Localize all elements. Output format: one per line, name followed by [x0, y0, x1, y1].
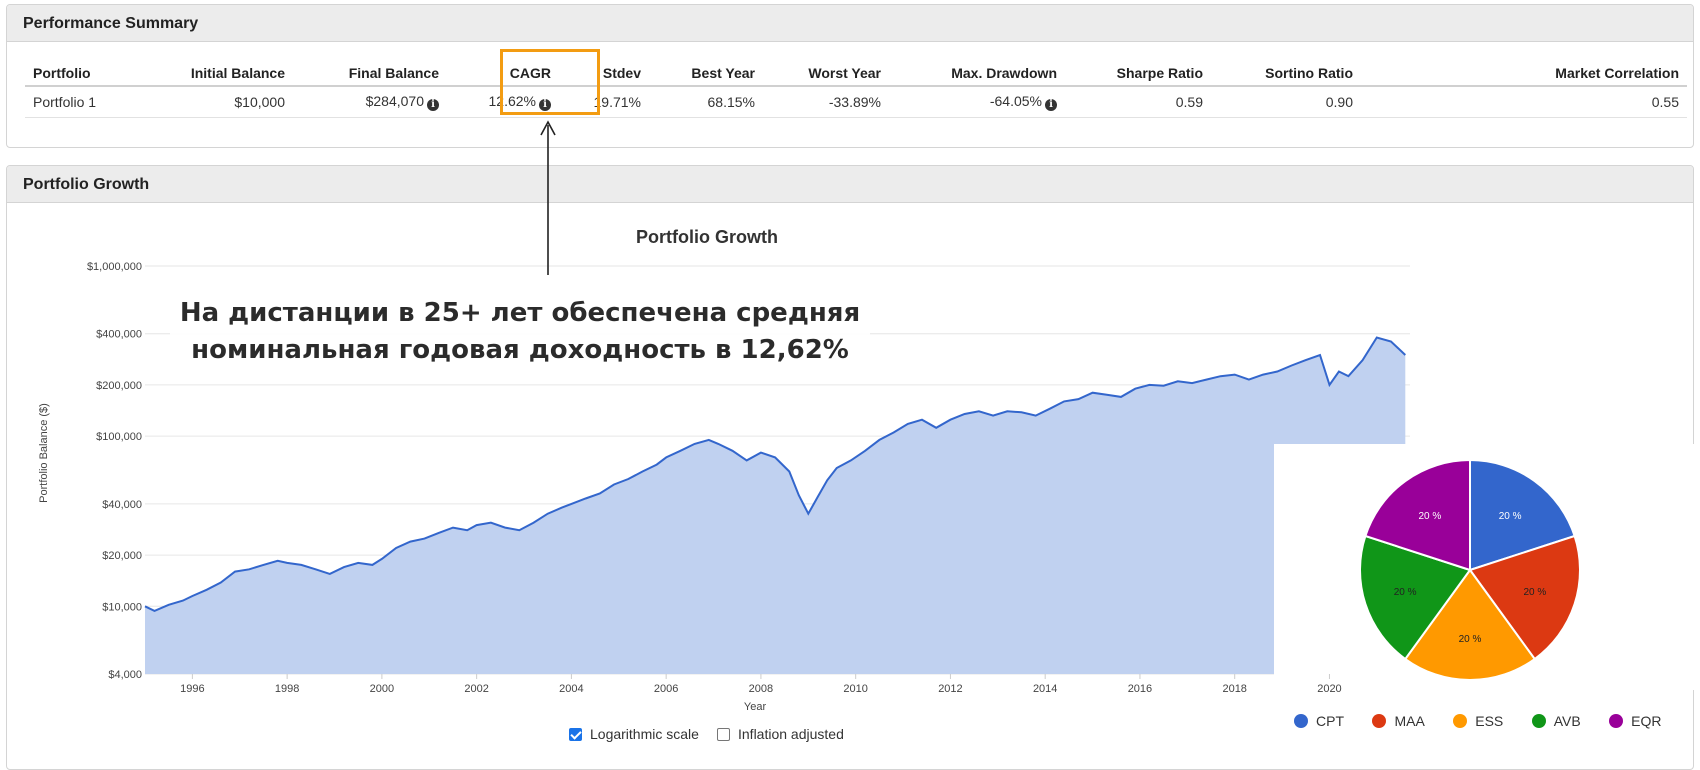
growth-area [145, 337, 1406, 674]
pie-legend: CPT MAA ESS AVB EQR [1294, 713, 1686, 733]
info-circle-icon[interactable]: i [1045, 99, 1057, 111]
pie-slice-label: 20 % [1419, 511, 1442, 522]
col-stdev[interactable]: Stdev [559, 59, 649, 87]
allocation-pie-chart: 20 % 20 % 20 % 20 % 20 % [1359, 458, 1581, 682]
legend-swatch [1372, 714, 1387, 728]
legend-swatch [1609, 714, 1624, 728]
y-tick-label: $40,000 [102, 499, 142, 511]
pie-slice-label: 20 % [1459, 634, 1482, 645]
cell-portfolio: Portfolio 1 [25, 86, 145, 118]
inflation-adjusted-label[interactable]: Inflation adjusted [738, 726, 844, 742]
cell-sortino-ratio: 0.90 [1211, 86, 1361, 118]
col-worst-year[interactable]: Worst Year [763, 59, 889, 87]
x-tick-label: 2014 [1033, 683, 1057, 695]
cell-final-balance: $284,070 i [293, 86, 447, 118]
x-tick-label: 2000 [370, 683, 394, 695]
pie-slice-maa [1468, 534, 1581, 661]
x-tick-label: 2006 [654, 683, 678, 695]
y-tick-label: $1,000,000 [87, 261, 142, 273]
pie-slice-eqr [1364, 458, 1471, 572]
inflation-adjusted-checkbox[interactable] [717, 727, 730, 741]
y-tick-label: $4,000 [108, 669, 142, 681]
col-portfolio[interactable]: Portfolio [25, 59, 145, 87]
x-tick-label: 2004 [559, 683, 583, 695]
y-tick-label: $20,000 [102, 550, 142, 562]
legend-label: CPT [1316, 713, 1344, 729]
x-tick-label: 2012 [938, 683, 962, 695]
cell-max-drawdown: -64.05% i [889, 86, 1065, 118]
legend-label: MAA [1394, 713, 1425, 729]
col-final-balance[interactable]: Final Balance [293, 59, 447, 87]
x-tick-label: 2010 [843, 683, 867, 695]
cell-market-correlation: 0.55 [1361, 86, 1687, 118]
legend-label: AVB [1553, 713, 1581, 729]
pie-slice-label: 20 % [1499, 511, 1522, 522]
pie-slice-label: 20 % [1524, 587, 1547, 598]
info-circle-icon[interactable]: i [427, 99, 439, 111]
x-axis-label: Year [744, 701, 767, 713]
col-initial-balance[interactable]: Initial Balance [145, 59, 293, 87]
final-balance-value: $284,070 [365, 93, 424, 109]
cell-worst-year: -33.89% [763, 86, 889, 118]
legend-item-eqr[interactable]: EQR [1609, 713, 1662, 729]
x-tick-label: 2002 [464, 683, 488, 695]
legend-swatch [1453, 714, 1468, 728]
max-drawdown-value: -64.05% [989, 93, 1042, 109]
x-tick-label: 2008 [749, 683, 773, 695]
cell-best-year: 68.15% [649, 86, 763, 118]
legend-label: EQR [1631, 713, 1662, 729]
info-circle-icon[interactable]: i [539, 99, 551, 111]
pie-slice-label: 20 % [1394, 587, 1417, 598]
x-tick-label: 1998 [275, 683, 299, 695]
cell-sharpe-ratio: 0.59 [1065, 86, 1211, 118]
y-tick-label: $10,000 [102, 601, 142, 613]
y-tick-label: $100,000 [96, 431, 142, 443]
legend-item-avb[interactable]: AVB [1531, 713, 1581, 729]
x-tick-label: 2020 [1317, 683, 1341, 695]
log-scale-checkbox-row[interactable]: Logarithmic scale [569, 726, 699, 742]
legend-label: ESS [1475, 713, 1504, 729]
pie-slice-ess [1403, 568, 1537, 682]
x-tick-label: 2018 [1222, 683, 1246, 695]
log-scale-checkbox[interactable] [569, 727, 582, 741]
col-sortino-ratio[interactable]: Sortino Ratio [1211, 59, 1361, 87]
col-sharpe-ratio[interactable]: Sharpe Ratio [1065, 59, 1211, 87]
table-header-row: Portfolio Initial Balance Final Balance … [25, 59, 1687, 87]
performance-summary-heading: Performance Summary [7, 5, 1693, 42]
x-tick-label: 1996 [180, 683, 204, 695]
chart-title: Portfolio Growth [636, 227, 778, 247]
inflation-checkbox-row[interactable]: Inflation adjusted [717, 726, 844, 742]
y-tick-label: $200,000 [96, 380, 142, 392]
pie-slice-avb [1359, 534, 1472, 661]
legend-item-maa[interactable]: MAA [1372, 713, 1425, 729]
cell-initial-balance: $10,000 [145, 86, 293, 118]
legend-item-ess[interactable]: ESS [1453, 713, 1503, 729]
legend-swatch [1294, 714, 1308, 728]
cell-stdev: 19.71% [559, 86, 649, 118]
col-max-drawdown[interactable]: Max. Drawdown [889, 59, 1065, 87]
col-market-correlation[interactable]: Market Correlation [1361, 59, 1687, 87]
legend-item-cpt[interactable]: CPT [1294, 713, 1344, 729]
col-best-year[interactable]: Best Year [649, 59, 763, 87]
growth-line [144, 336, 1406, 612]
performance-summary-panel: Performance Summary Portfolio Initial Ba… [6, 4, 1694, 148]
y-tick-label: $400,000 [96, 329, 142, 341]
legend-swatch [1531, 714, 1546, 728]
x-tick-label: 2016 [1128, 683, 1152, 695]
portfolio-growth-heading: Portfolio Growth [7, 166, 1693, 203]
col-cagr[interactable]: CAGR [447, 59, 559, 87]
log-scale-label[interactable]: Logarithmic scale [590, 726, 699, 742]
y-axis-label: Portfolio Balance ($) [38, 403, 50, 503]
pie-slice-cpt [1469, 458, 1576, 572]
annotation-text: На дистанции в 25+ лет обеспечена средня… [170, 293, 870, 371]
